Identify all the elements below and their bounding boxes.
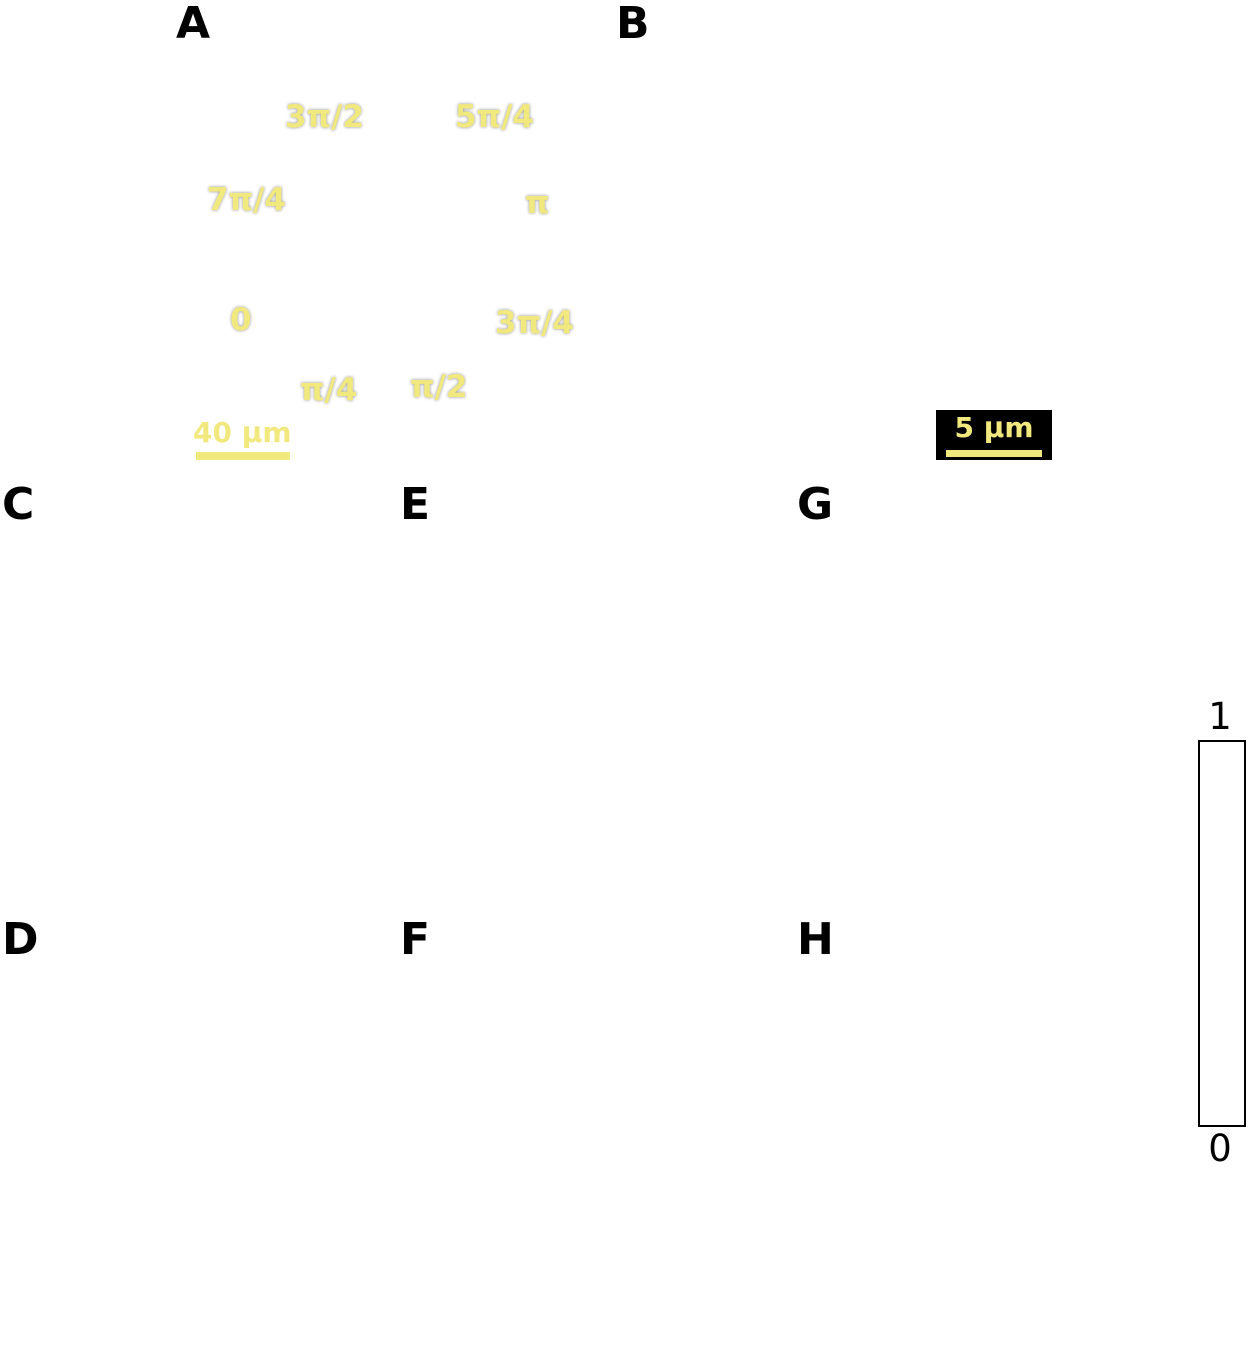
scale-bar-label: 5 μm: [954, 411, 1034, 444]
panel-label-B: B: [616, 0, 650, 49]
panel-E-measured-spiral: [398, 528, 788, 920]
simulated-fork-image: [795, 963, 1187, 1345]
panel-label-C: C: [2, 479, 35, 530]
sem-zoom-image: [612, 50, 1073, 480]
scale-bar: [196, 452, 290, 460]
measured-donut-image: [0, 528, 390, 920]
phase-label-0: 0: [230, 302, 252, 338]
panel-D-simulated-donut: [0, 963, 390, 1345]
panel-label-D: D: [2, 914, 39, 965]
phase-label-5pi4: 5π/4: [455, 99, 534, 135]
panel-A-sem-overview: 3π/2 5π/4 7π/4 π 0 3π/4 π/4 π/2 40 μm: [173, 50, 610, 480]
panel-label-F: F: [400, 914, 431, 965]
panel-label-E: E: [400, 479, 431, 530]
phase-label-pi4: π/4: [300, 372, 358, 408]
phase-label-3pi4: 3π/4: [495, 305, 574, 341]
measured-fork-image: [795, 528, 1187, 920]
panel-H-simulated-fork: [795, 963, 1187, 1345]
phase-label-pi2: π/2: [410, 369, 468, 405]
phase-label-3pi2: 3π/2: [285, 99, 364, 135]
simulated-donut-image: [0, 963, 390, 1345]
sem-overview-image: [173, 50, 610, 480]
phase-label-7pi4: 7π/4: [207, 182, 286, 218]
panel-label-H: H: [797, 914, 834, 965]
scale-bar: [946, 450, 1042, 457]
scale-chip: 5 μm: [936, 410, 1052, 460]
colorbar: [1198, 740, 1246, 1127]
panel-F-simulated-spiral: [398, 963, 788, 1345]
panel-label-A: A: [176, 0, 211, 49]
panel-B-sem-zoom: 5 μm: [612, 50, 1073, 480]
scale-bar-label: 40 μm: [193, 416, 292, 449]
phase-label-pi: π: [525, 185, 550, 221]
panel-label-G: G: [797, 479, 834, 530]
measured-spiral-image: [398, 528, 788, 920]
colorbar-min-label: 0: [1208, 1127, 1232, 1170]
panel-C-measured-donut: [0, 528, 390, 920]
panel-G-measured-fork: [795, 528, 1187, 920]
simulated-spiral-image: [398, 963, 788, 1345]
colorbar-max-label: 1: [1208, 695, 1232, 738]
